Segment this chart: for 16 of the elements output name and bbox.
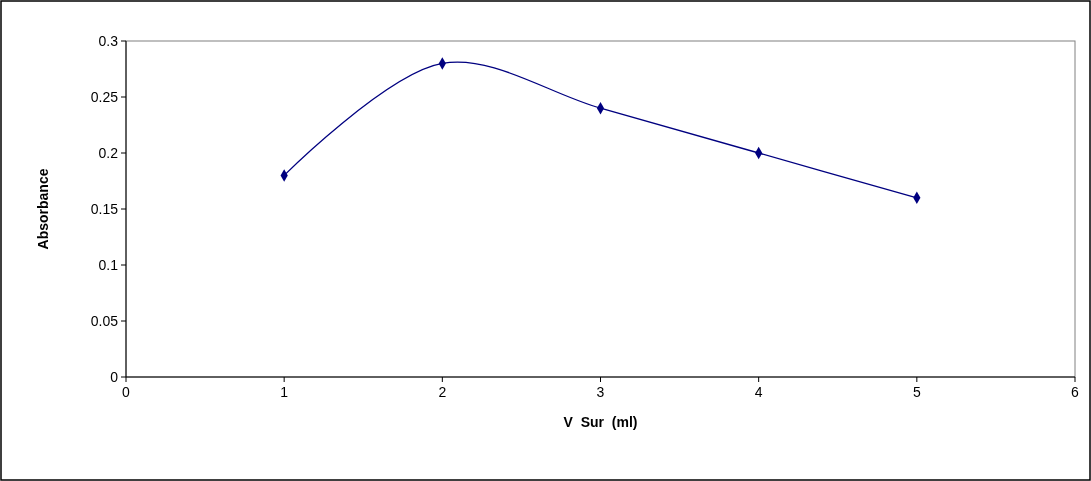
y-tick-label: 0.25 (90, 89, 119, 105)
y-tick-label: 0 (110, 369, 119, 385)
y-tick-label: 0.15 (90, 201, 119, 217)
x-tick-label: 1 (280, 384, 289, 400)
x-tick-label: 3 (596, 384, 605, 400)
x-tick-label: 2 (438, 384, 447, 400)
x-axis-title: V Sur (ml) (563, 414, 638, 430)
y-axis-title: Absorbance (35, 168, 51, 250)
x-tick-label: 6 (1071, 384, 1080, 400)
y-tick-label: 0.05 (90, 313, 119, 329)
x-tick-label: 5 (912, 384, 921, 400)
x-tick-label: 4 (754, 384, 763, 400)
x-tick-label: 0 (122, 384, 131, 400)
y-tick-label: 0.2 (98, 145, 119, 161)
y-tick-label: 0.1 (98, 257, 119, 273)
y-tick-label: 0.3 (98, 33, 119, 49)
